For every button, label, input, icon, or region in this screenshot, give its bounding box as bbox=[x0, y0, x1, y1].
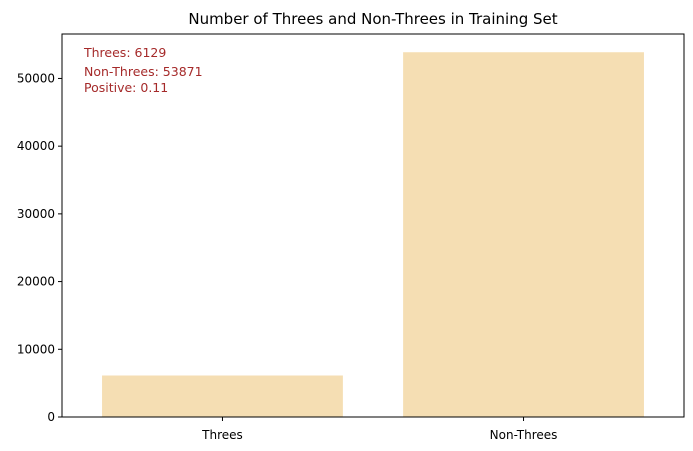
y-tick-label: 20000 bbox=[17, 275, 55, 289]
bar-non-threes bbox=[403, 52, 644, 417]
y-tick-label: 40000 bbox=[17, 139, 55, 153]
y-tick-label: 30000 bbox=[17, 207, 55, 221]
annotation-line-non-threes: Non-Threes: 53871 bbox=[84, 64, 203, 79]
y-tick-label: 10000 bbox=[17, 342, 55, 356]
plot-frame bbox=[61, 33, 685, 418]
y-tick-label: 50000 bbox=[17, 71, 55, 85]
y-axis-ticks: 0 10000 20000 30000 40000 50000 bbox=[17, 71, 62, 424]
annotation-line-positive: Positive: 0.11 bbox=[84, 80, 168, 95]
bars-group bbox=[102, 52, 644, 417]
annotation-line-threes: Threes: 6129 bbox=[83, 45, 166, 60]
annotation-text-block: Threes: 6129 Non-Threes: 53871 Positive:… bbox=[83, 45, 203, 95]
x-tick-label: Non-Threes bbox=[490, 428, 558, 442]
x-tick-label: Threes bbox=[201, 428, 243, 442]
x-axis-ticks: Threes Non-Threes bbox=[201, 417, 557, 442]
y-tick-label: 0 bbox=[47, 410, 55, 424]
chart-title: Number of Threes and Non-Threes in Train… bbox=[188, 10, 557, 28]
bar-threes bbox=[102, 375, 343, 417]
axes-group bbox=[61, 33, 685, 418]
